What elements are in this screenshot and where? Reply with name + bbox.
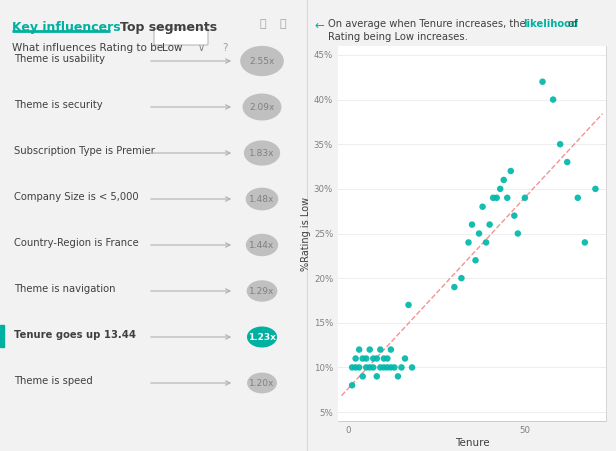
Point <box>513 230 523 237</box>
Point <box>379 355 389 362</box>
Point <box>375 364 385 371</box>
Text: Rating being Low increases.: Rating being Low increases. <box>328 32 468 42</box>
Point <box>474 230 484 237</box>
Text: Theme is usability: Theme is usability <box>14 54 105 64</box>
Text: What influences Rating to be: What influences Rating to be <box>12 43 163 53</box>
Bar <box>0 325 4 347</box>
Point <box>407 364 417 371</box>
Point <box>358 373 368 380</box>
Text: Key influencers: Key influencers <box>12 21 121 34</box>
Point <box>351 355 360 362</box>
Point <box>485 221 495 228</box>
Text: Tenure goes up 13.44: Tenure goes up 13.44 <box>14 330 136 340</box>
Point <box>347 364 357 371</box>
Text: 👍: 👍 <box>260 19 267 29</box>
Text: ←: ← <box>314 19 324 32</box>
Point <box>471 257 480 264</box>
Text: Country-Region is France: Country-Region is France <box>14 238 139 248</box>
Ellipse shape <box>246 235 277 256</box>
Ellipse shape <box>245 141 280 165</box>
Point <box>400 355 410 362</box>
Point <box>365 346 375 353</box>
Ellipse shape <box>248 281 277 301</box>
Point <box>365 364 375 371</box>
Point <box>506 167 516 175</box>
Point <box>477 203 487 210</box>
Point <box>538 78 548 85</box>
Point <box>368 364 378 371</box>
X-axis label: Tenure: Tenure <box>455 437 489 448</box>
Point <box>383 355 392 362</box>
Point <box>492 194 501 202</box>
Point <box>495 185 505 193</box>
Point <box>573 194 583 202</box>
Point <box>509 212 519 219</box>
Text: 2.09x: 2.09x <box>249 102 275 111</box>
Point <box>383 364 392 371</box>
Point <box>386 346 396 353</box>
Text: 1.20x: 1.20x <box>249 378 275 387</box>
Point <box>386 364 396 371</box>
Text: Theme is speed: Theme is speed <box>14 376 93 386</box>
Point <box>464 239 474 246</box>
Point <box>502 194 512 202</box>
Point <box>361 355 371 362</box>
Text: 1.44x: 1.44x <box>249 240 275 249</box>
Text: Theme is security: Theme is security <box>14 100 103 110</box>
Point <box>555 141 565 148</box>
Text: 1.23x: 1.23x <box>248 332 276 341</box>
Point <box>361 364 371 371</box>
Text: Theme is navigation: Theme is navigation <box>14 284 116 294</box>
Point <box>397 364 407 371</box>
Point <box>562 158 572 166</box>
Point <box>372 373 382 380</box>
Point <box>499 176 509 184</box>
Text: Company Size is < 5,000: Company Size is < 5,000 <box>14 192 139 202</box>
Text: 1.29x: 1.29x <box>249 286 275 295</box>
Point <box>548 96 558 103</box>
Point <box>368 355 378 362</box>
Text: 1.83x: 1.83x <box>249 148 275 157</box>
Y-axis label: %Rating is Low: %Rating is Low <box>301 197 311 271</box>
Point <box>372 355 382 362</box>
FancyBboxPatch shape <box>154 29 208 45</box>
Text: Low: Low <box>162 43 182 53</box>
Bar <box>338 46 606 421</box>
Point <box>351 364 360 371</box>
Text: likelihood: likelihood <box>523 19 578 29</box>
Point <box>488 194 498 202</box>
Point <box>467 221 477 228</box>
Point <box>456 275 466 282</box>
Point <box>403 301 413 308</box>
Text: Subscription Type is Premier: Subscription Type is Premier <box>14 146 155 156</box>
Text: 1.48x: 1.48x <box>249 194 275 203</box>
Point <box>393 373 403 380</box>
Point <box>580 239 590 246</box>
Point <box>358 355 368 362</box>
Ellipse shape <box>241 46 283 75</box>
Point <box>481 239 491 246</box>
Ellipse shape <box>243 94 281 120</box>
Text: ?: ? <box>222 43 227 53</box>
Point <box>389 364 399 371</box>
Point <box>450 284 460 291</box>
Point <box>347 382 357 389</box>
Text: 2.55x: 2.55x <box>249 56 275 65</box>
Text: Top segments: Top segments <box>120 21 217 34</box>
Point <box>354 364 364 371</box>
Point <box>379 364 389 371</box>
Point <box>520 194 530 202</box>
Ellipse shape <box>246 189 278 210</box>
Text: 👎: 👎 <box>280 19 286 29</box>
Ellipse shape <box>248 373 276 393</box>
Point <box>354 346 364 353</box>
Ellipse shape <box>248 327 277 347</box>
Point <box>591 185 601 193</box>
Text: On average when Tenure increases, the: On average when Tenure increases, the <box>328 19 529 29</box>
Point <box>375 346 385 353</box>
Text: of: of <box>565 19 578 29</box>
Text: ∨: ∨ <box>198 43 205 53</box>
